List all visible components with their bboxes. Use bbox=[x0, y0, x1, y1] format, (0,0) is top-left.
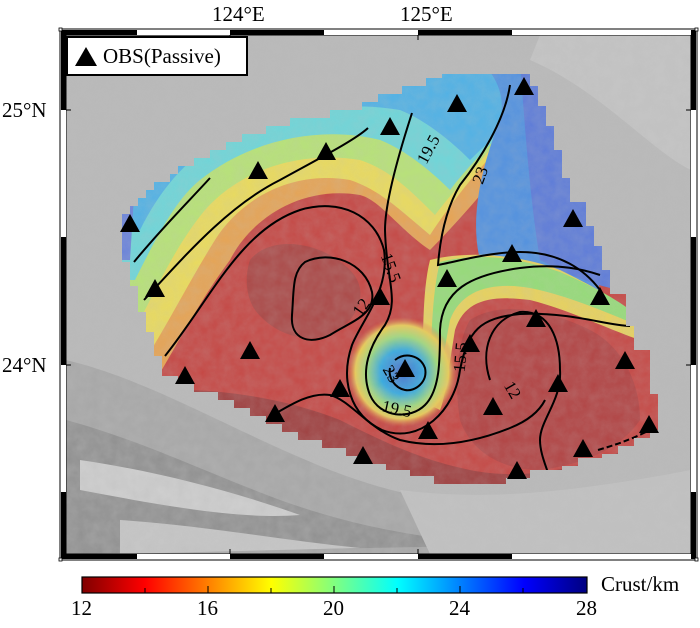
obs-station-triangle-icon[interactable] bbox=[615, 351, 635, 369]
obs-station-triangle-icon[interactable] bbox=[548, 374, 568, 392]
y-tick-label-25n: 25°N bbox=[2, 98, 47, 122]
obs-station-triangle-icon[interactable] bbox=[265, 404, 285, 422]
obs-station-triangle-icon[interactable] bbox=[370, 287, 390, 305]
x-tick-label-124e: 124°E bbox=[212, 2, 265, 26]
obs-station-triangle-icon[interactable] bbox=[380, 117, 400, 135]
obs-station-triangle-icon[interactable] bbox=[502, 244, 522, 262]
obs-station-triangle-icon[interactable] bbox=[240, 341, 260, 359]
obs-station-triangle-icon[interactable] bbox=[175, 366, 195, 384]
obs-station-triangle-icon[interactable] bbox=[447, 94, 467, 112]
obs-station-triangle-icon[interactable] bbox=[120, 214, 140, 232]
obs-station-triangle-icon[interactable] bbox=[639, 415, 659, 433]
legend-box: OBS(Passive) bbox=[66, 36, 248, 76]
obs-station-triangle-icon[interactable] bbox=[437, 269, 457, 287]
obs-station-triangle-icon[interactable] bbox=[507, 461, 527, 479]
colorbar-tick-16: 16 bbox=[197, 596, 218, 620]
x-tick-label-125e: 125°E bbox=[400, 2, 453, 26]
colorbar-tick-20: 20 bbox=[323, 596, 344, 620]
obs-station-triangle-icon[interactable] bbox=[248, 161, 268, 179]
obs-station-triangle-icon[interactable] bbox=[483, 397, 503, 415]
obs-station-triangle-icon[interactable] bbox=[563, 209, 583, 227]
obs-station-triangle-icon[interactable] bbox=[418, 421, 438, 439]
obs-station-triangle-icon[interactable] bbox=[573, 439, 593, 457]
contour-lines bbox=[133, 84, 651, 481]
obs-station-triangle-icon[interactable] bbox=[590, 287, 610, 305]
legend-label: OBS(Passive) bbox=[103, 43, 221, 68]
obs-station-triangle-icon[interactable] bbox=[316, 142, 336, 160]
obs-station-triangle-icon[interactable] bbox=[526, 309, 546, 327]
y-tick-label-24n: 24°N bbox=[2, 353, 47, 377]
colorbar-title: Crust/km bbox=[601, 572, 680, 596]
map-frame bbox=[58, 27, 699, 562]
colorbar-tick-24: 24 bbox=[449, 596, 470, 620]
obs-station-triangle-icon[interactable] bbox=[353, 446, 373, 464]
obs-triangle-icon bbox=[75, 46, 97, 66]
obs-station-triangle-icon[interactable] bbox=[514, 77, 534, 95]
contour-label-23-north: 23 bbox=[468, 164, 492, 186]
obs-station-triangle-icon[interactable] bbox=[395, 359, 415, 377]
obs-station-triangle-icon[interactable] bbox=[145, 279, 165, 297]
obs-station-triangle-icon[interactable] bbox=[460, 334, 480, 352]
colorbar-tick-12: 12 bbox=[71, 596, 92, 620]
obs-station-triangle-icon[interactable] bbox=[330, 379, 350, 397]
colorbar-tick-28: 28 bbox=[576, 596, 597, 620]
obs-stations bbox=[120, 77, 659, 479]
colorbar bbox=[81, 576, 588, 594]
